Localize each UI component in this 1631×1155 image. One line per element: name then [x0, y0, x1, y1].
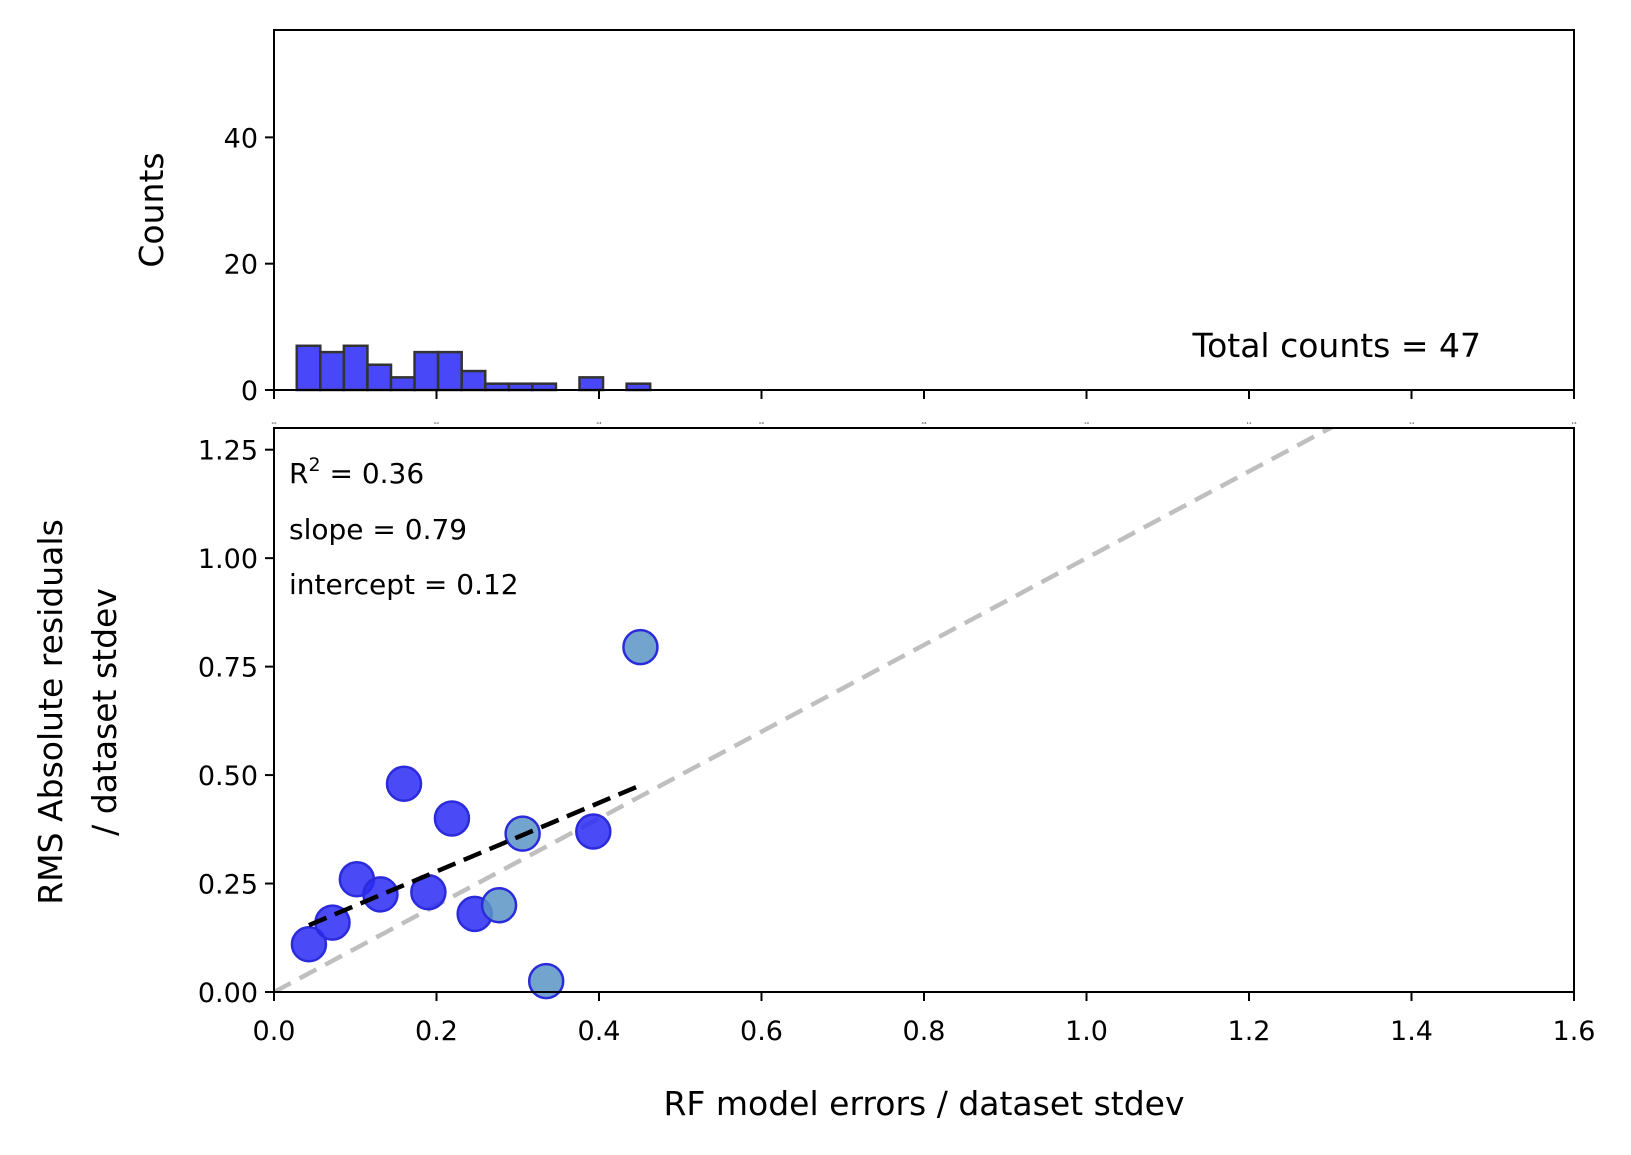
histogram-bar-0 — [295, 344, 322, 392]
histogram-y-tick-label-0: 0 — [241, 376, 258, 407]
scatter-point-10 — [527, 962, 565, 1000]
scatter-x-tick-label-2: 0.4 — [578, 1016, 621, 1047]
linear-fit-line — [308, 783, 642, 928]
histogram-x-tick-label-4: 0.8 — [922, 421, 927, 425]
scatter-x-tick-label-3: 0.6 — [740, 1016, 783, 1047]
scatter-point-0 — [290, 926, 328, 963]
scatter-panel: 0.00 0.25 0.50 0.75 1.00 1.25 0.0 0.2 0.4 0.6 0.8… — [31, 427, 1596, 1123]
histogram-bar-2 — [342, 344, 369, 392]
scatter-y-ticks: 0.00 0.25 0.50 0.75 1.00 1.25 — [198, 436, 274, 1009]
scatter-point-6 — [433, 800, 471, 837]
histogram-bar-5 — [413, 350, 440, 392]
scatter-x-tick-label-5: 1.0 — [1065, 1016, 1108, 1047]
histogram-bars — [295, 344, 652, 392]
scatter-x-tick-label-1: 0.2 — [415, 1016, 458, 1047]
histogram-bar-7 — [460, 369, 487, 392]
scatter-point-8 — [480, 886, 518, 924]
scatter-y-tick-label-1: 0.25 — [198, 870, 258, 901]
histogram-bar-3 — [366, 363, 393, 392]
histogram-y-tick-label-2: 40 — [224, 123, 258, 154]
scatter-points — [290, 628, 659, 1000]
scatter-y-axis-label-line1: RMS Absolute residuals — [31, 519, 70, 905]
scatter-x-ticks: 0.0 0.2 0.4 0.6 0.8 1.0 1.2 1.4 1.6 — [253, 992, 1596, 1047]
histogram-bar-6 — [436, 350, 463, 392]
histogram-y-ticks: 0 20 40 — [224, 123, 274, 407]
histogram-x-tick-label-2: 0.4 — [597, 421, 602, 425]
histogram-x-tick-label-5: 1.0 — [1084, 421, 1089, 425]
histogram-x-tick-label-0: 0.0 — [272, 421, 277, 425]
histogram-x-tick-label-7: 1.4 — [1409, 421, 1414, 425]
histogram-bar-4 — [389, 376, 416, 392]
histogram-bar-12 — [578, 376, 605, 392]
histogram-x-tick-label-1: 0.2 — [434, 421, 439, 425]
histogram-x-tick-label-3: 0.6 — [759, 421, 764, 425]
histogram-x-tick-label-8: 1.6 — [1572, 421, 1577, 425]
r-squared-annotation: R2 = 0.36 — [289, 454, 424, 490]
scatter-y-tick-label-3: 0.75 — [198, 653, 258, 684]
scatter-point-11 — [575, 813, 612, 850]
scatter-y-tick-label-0: 0.00 — [198, 978, 258, 1009]
histogram-y-tick-label-1: 20 — [224, 250, 258, 281]
histogram-y-axis-label: Counts — [132, 152, 171, 267]
total-counts-label: Total counts = 47 — [1192, 326, 1481, 365]
scatter-y-tick-label-4: 1.00 — [198, 544, 258, 575]
scatter-point-12 — [622, 628, 659, 666]
histogram-x-tick-label-6: 1.2 — [1247, 421, 1252, 425]
intercept-annotation: intercept = 0.12 — [289, 568, 519, 601]
identity-reference-line — [274, 428, 1336, 992]
slope-annotation: slope = 0.79 — [289, 513, 467, 546]
scatter-x-tick-label-0: 0.0 — [253, 1016, 296, 1047]
histogram-panel: 0 20 40 0.0 0.2 0.4 0.6 0.8 1.0 1.2 1.4 1.6 Counts… — [132, 29, 1577, 425]
scatter-x-tick-label-6: 1.2 — [1228, 1016, 1271, 1047]
scatter-y-axis-label-line2: / dataset stdev — [85, 588, 124, 836]
scatter-x-tick-label-7: 1.4 — [1390, 1016, 1433, 1047]
scatter-point-4 — [385, 765, 423, 803]
histogram-bar-1 — [319, 350, 346, 392]
histogram-x-ticks: 0.0 0.2 0.4 0.6 0.8 1.0 1.2 1.4 1.6 — [272, 390, 1577, 425]
scatter-y-tick-label-5: 1.25 — [198, 436, 258, 467]
scatter-x-axis-label: RF model errors / dataset stdev — [664, 1084, 1185, 1123]
scatter-point-3 — [362, 876, 399, 913]
scatter-x-tick-label-4: 0.8 — [903, 1016, 946, 1047]
scatter-x-tick-label-8: 1.6 — [1553, 1016, 1596, 1047]
scatter-y-tick-label-2: 0.50 — [198, 761, 258, 792]
